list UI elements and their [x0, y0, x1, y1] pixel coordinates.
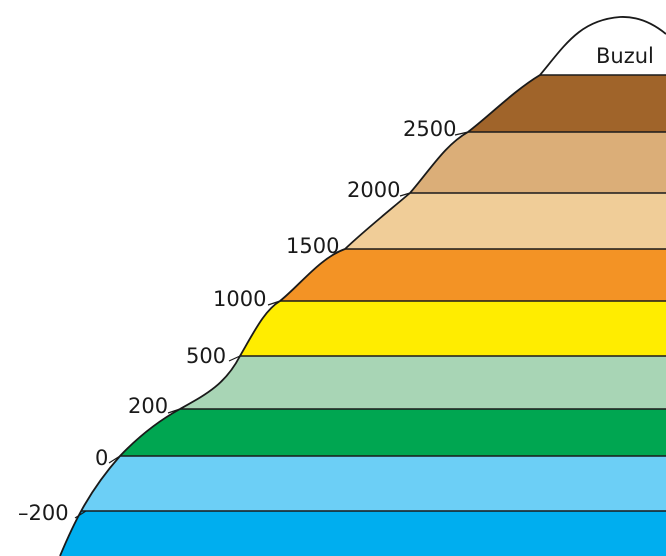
label-1000: 1000 — [213, 287, 266, 311]
leader-200 — [167, 408, 181, 414]
label-200: 200 — [128, 394, 168, 418]
label-minus200: –200 — [18, 501, 69, 525]
label-2500: 2500 — [403, 117, 456, 141]
label-1500: 1500 — [286, 234, 339, 258]
band-200 — [60, 356, 666, 409]
leader-0 — [108, 455, 121, 464]
band-buzul — [60, 16, 666, 75]
leader-minus200 — [74, 510, 87, 519]
band-minus200 — [60, 456, 666, 511]
label-0: 0 — [95, 446, 108, 470]
leader-500 — [228, 355, 241, 362]
label-500: 500 — [186, 344, 226, 368]
leader-2000 — [399, 192, 411, 197]
band-2000 — [60, 132, 666, 193]
band-500 — [60, 301, 666, 356]
leader-1000 — [267, 300, 281, 306]
leader-2500 — [454, 131, 469, 136]
leader-1500 — [336, 248, 346, 253]
label-2000: 2000 — [347, 178, 400, 202]
elevation-labels: 2500 2000 1500 1000 500 200 0 –200 — [18, 117, 469, 525]
label-buzul: Buzul — [596, 44, 654, 68]
band-deep — [60, 511, 666, 556]
band-2500 — [60, 75, 666, 132]
